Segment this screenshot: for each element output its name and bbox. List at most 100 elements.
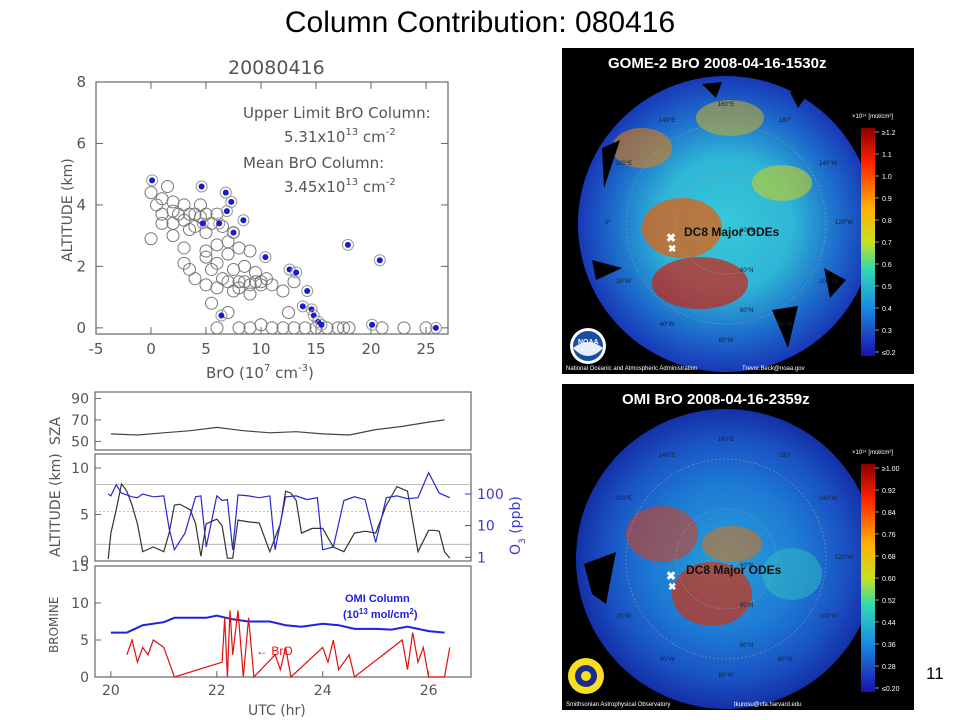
gome2-bro-map: GOME-2 BrO 2008-04-16-1530z DC8 Major OD… (562, 48, 914, 374)
colorbar-tick-label: ≤0.2 (882, 350, 896, 357)
filled-circle-point (304, 287, 311, 294)
omi-column-label: OMI Column (345, 593, 410, 605)
open-circle-point (166, 195, 180, 209)
omi-latitude-ring (675, 508, 777, 610)
filled-circle-point (293, 269, 300, 276)
open-circle-point (243, 321, 257, 335)
gome2-bro-hotspot (652, 257, 748, 309)
filled-circle-point-ring (215, 309, 228, 322)
x-tick-label: -5 (89, 340, 104, 358)
longitude-label: 160°E (718, 437, 734, 443)
panel-frame-bromine (94, 565, 472, 678)
o3-axis-label: O3 (ppb) (508, 496, 528, 555)
y2-tick-label: 100 (477, 487, 504, 503)
open-circle-point (166, 216, 180, 230)
filled-circle-point (262, 254, 269, 261)
filled-circle-point-ring (237, 214, 250, 227)
latitude-label: 60°N (740, 308, 753, 314)
y-tick-label: 70 (71, 413, 89, 429)
profile-date-label: 20080416 (228, 57, 325, 79)
longitude-label: 0° (605, 555, 611, 561)
series-line-bromine-bro (126, 610, 451, 679)
open-circle-point (177, 198, 191, 212)
omi-colorbar (861, 464, 875, 692)
gome2-data-gap (824, 268, 846, 298)
x-tick-label: 22 (208, 683, 226, 699)
filled-circle-point (218, 312, 225, 319)
open-circle-point (232, 321, 246, 335)
longitude-label: 100°E (616, 496, 632, 502)
open-circle-point (232, 241, 246, 255)
y-tick-label: 90 (71, 391, 89, 407)
gome2-colorbar (861, 128, 875, 356)
gome2-bro-hotspot (696, 100, 764, 136)
slide-title: Column Contribution: 080416 (284, 6, 676, 39)
y-tick-label: 2 (76, 257, 86, 275)
x-tick-label: 25 (416, 340, 435, 358)
omi-map-title: OMI BrO 2008-04-16-2359z (622, 391, 810, 408)
open-circle-point (144, 186, 158, 200)
longitude-label: 140°W (819, 496, 837, 502)
gome2-footer-right: Trevor.Beck@noaa.gov (742, 366, 805, 372)
open-circle-point (210, 321, 224, 335)
open-circle-point (177, 241, 191, 255)
y-tick-label: 8 (76, 73, 86, 91)
open-circle-point (144, 232, 158, 246)
omi-footer-left: Smithsonian Astrophysical Observatory (566, 702, 670, 708)
colorbar-tick-label: 0.68 (882, 554, 896, 561)
omi-column-units: (1013 mol/cm2) (343, 607, 418, 621)
filled-circle-point-ring (366, 318, 379, 331)
longitude-label: 80°W (778, 657, 793, 663)
omi-bro-hotspot (626, 506, 698, 562)
colorbar-tick-label: 1.1 (882, 152, 892, 159)
smithsonian-logo (568, 658, 604, 694)
noaa-logo-text: NOAA (578, 339, 599, 346)
longitude-label: 180° (779, 453, 792, 459)
x-tick-label: 15 (306, 340, 325, 358)
gome2-data-gap (592, 260, 622, 280)
gome2-data-gap (772, 306, 798, 348)
filled-circle-point-ring (283, 263, 296, 276)
open-circle-point (238, 259, 251, 273)
filled-circle-point (318, 321, 325, 328)
omi-odes-annotation: DC8 Major ODEs (686, 563, 782, 577)
open-circle-point (210, 207, 224, 221)
y-tick-label: 4 (76, 196, 86, 214)
colorbar-tick-label: 0.92 (882, 488, 896, 495)
open-circle-point (161, 179, 174, 193)
open-circle-point (276, 284, 290, 298)
upper-limit-value: 5.31x1013 cm-2 (284, 127, 396, 146)
colorbar-tick-label: 0.28 (882, 664, 896, 671)
filled-circle-point (369, 321, 376, 328)
latitude-label: 80°N (740, 268, 753, 274)
open-circle-point (397, 321, 411, 335)
colorbar-tick-label: ≤0.20 (882, 686, 900, 693)
colorbar-tick-label: 0.36 (882, 642, 896, 649)
latitude-label: 60°N (740, 643, 753, 649)
omi-footer-right: tkurosu@cfa.harvard.edu (734, 702, 801, 708)
open-circle-point (249, 266, 262, 280)
open-circle-point (210, 238, 224, 252)
colorbar-tick-label: 0.52 (882, 598, 896, 605)
latitude-label: 60°N (740, 228, 753, 234)
omi-bro-hotspot (702, 526, 762, 562)
filled-circle-point-ring (312, 315, 325, 328)
filled-circle-point-ring (341, 238, 354, 251)
x-tick-label: 24 (314, 683, 332, 699)
gome2-bro-hotspot (752, 165, 812, 201)
y-tick-label: 10 (71, 461, 89, 477)
filled-circle-point-ring (213, 217, 226, 230)
x-tick-label: 20 (361, 340, 380, 358)
longitude-label: 140°W (819, 161, 837, 167)
colorbar-tick-label: 0.9 (882, 196, 892, 203)
open-circle-point (265, 278, 279, 292)
colorbar-tick-label: 0.60 (882, 576, 896, 583)
open-circle-point (199, 250, 213, 264)
omi-bro-hotspot (762, 548, 822, 600)
open-circle-point (342, 321, 356, 335)
panel-frame-sza (94, 391, 472, 451)
y-tick-label: 0 (80, 554, 89, 570)
filled-circle-point (230, 229, 237, 236)
gome2-latitude-ring (675, 173, 777, 275)
